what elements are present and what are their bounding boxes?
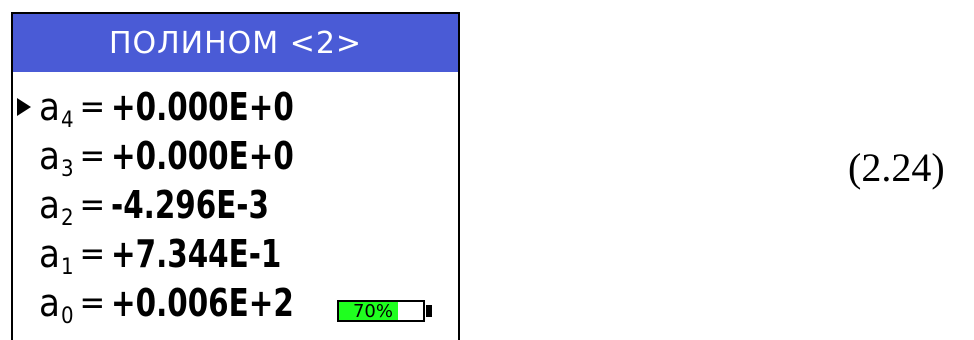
battery-terminal bbox=[426, 305, 432, 317]
battery-percent: 70% bbox=[352, 301, 393, 322]
battery-icon: 70% bbox=[337, 300, 425, 322]
coefficient-value: +0.000E+0 bbox=[111, 134, 295, 178]
selection-cursor-icon bbox=[17, 98, 39, 116]
screen-title: ПОЛИНОМ <2> bbox=[13, 14, 458, 72]
equals-sign: = bbox=[79, 136, 106, 176]
coefficient-value: +7.344E-1 bbox=[111, 232, 282, 276]
equals-sign: = bbox=[79, 185, 106, 225]
coefficient-value: +0.000E+0 bbox=[111, 85, 295, 129]
equals-sign: = bbox=[79, 87, 106, 127]
equals-sign: = bbox=[79, 234, 106, 274]
coefficient-value: -4.296E-3 bbox=[111, 183, 270, 227]
battery-level-fill bbox=[339, 302, 398, 320]
equation-number: (2.24) bbox=[848, 145, 945, 190]
coefficient-value: +0.006E+2 bbox=[111, 281, 295, 325]
equals-sign: = bbox=[79, 283, 106, 323]
